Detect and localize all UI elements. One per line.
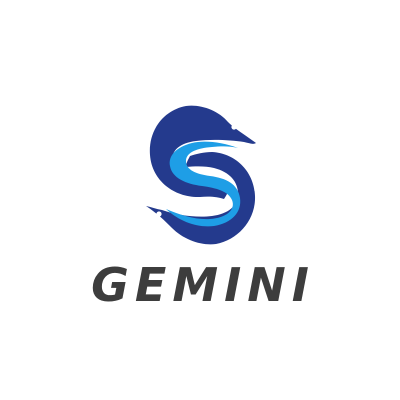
- inner-swoosh-shape: [166, 141, 241, 227]
- lower-dolphin-eye: [156, 211, 162, 217]
- brand-wordmark: GEMINI: [91, 258, 315, 312]
- upper-dolphin-eye: [231, 124, 237, 130]
